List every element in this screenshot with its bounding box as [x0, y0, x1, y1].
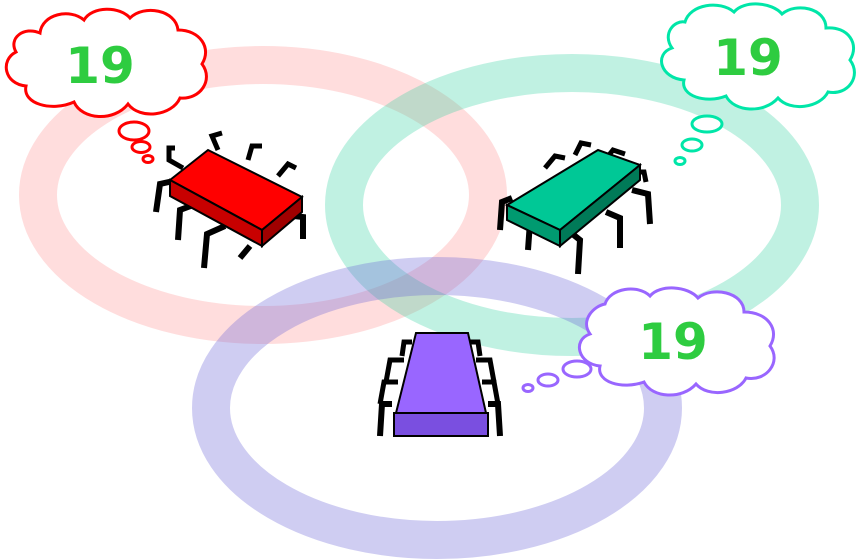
green-range-ring	[325, 54, 819, 356]
green-bug-icon	[497, 140, 653, 275]
purple-bubble-value: 19	[638, 313, 708, 371]
red-bug-icon	[153, 130, 306, 269]
red-bubble-value: 19	[65, 37, 135, 95]
red-range-ring	[19, 46, 507, 344]
green-thought-bubble: 19	[660, 2, 856, 166]
green-bubble-value: 19	[713, 29, 783, 87]
purple-range-ring	[192, 257, 682, 559]
purple-thought-bubble: 19	[521, 286, 776, 397]
red-thought-bubble: 19	[4, 7, 208, 164]
purple-bug-icon	[377, 332, 503, 437]
